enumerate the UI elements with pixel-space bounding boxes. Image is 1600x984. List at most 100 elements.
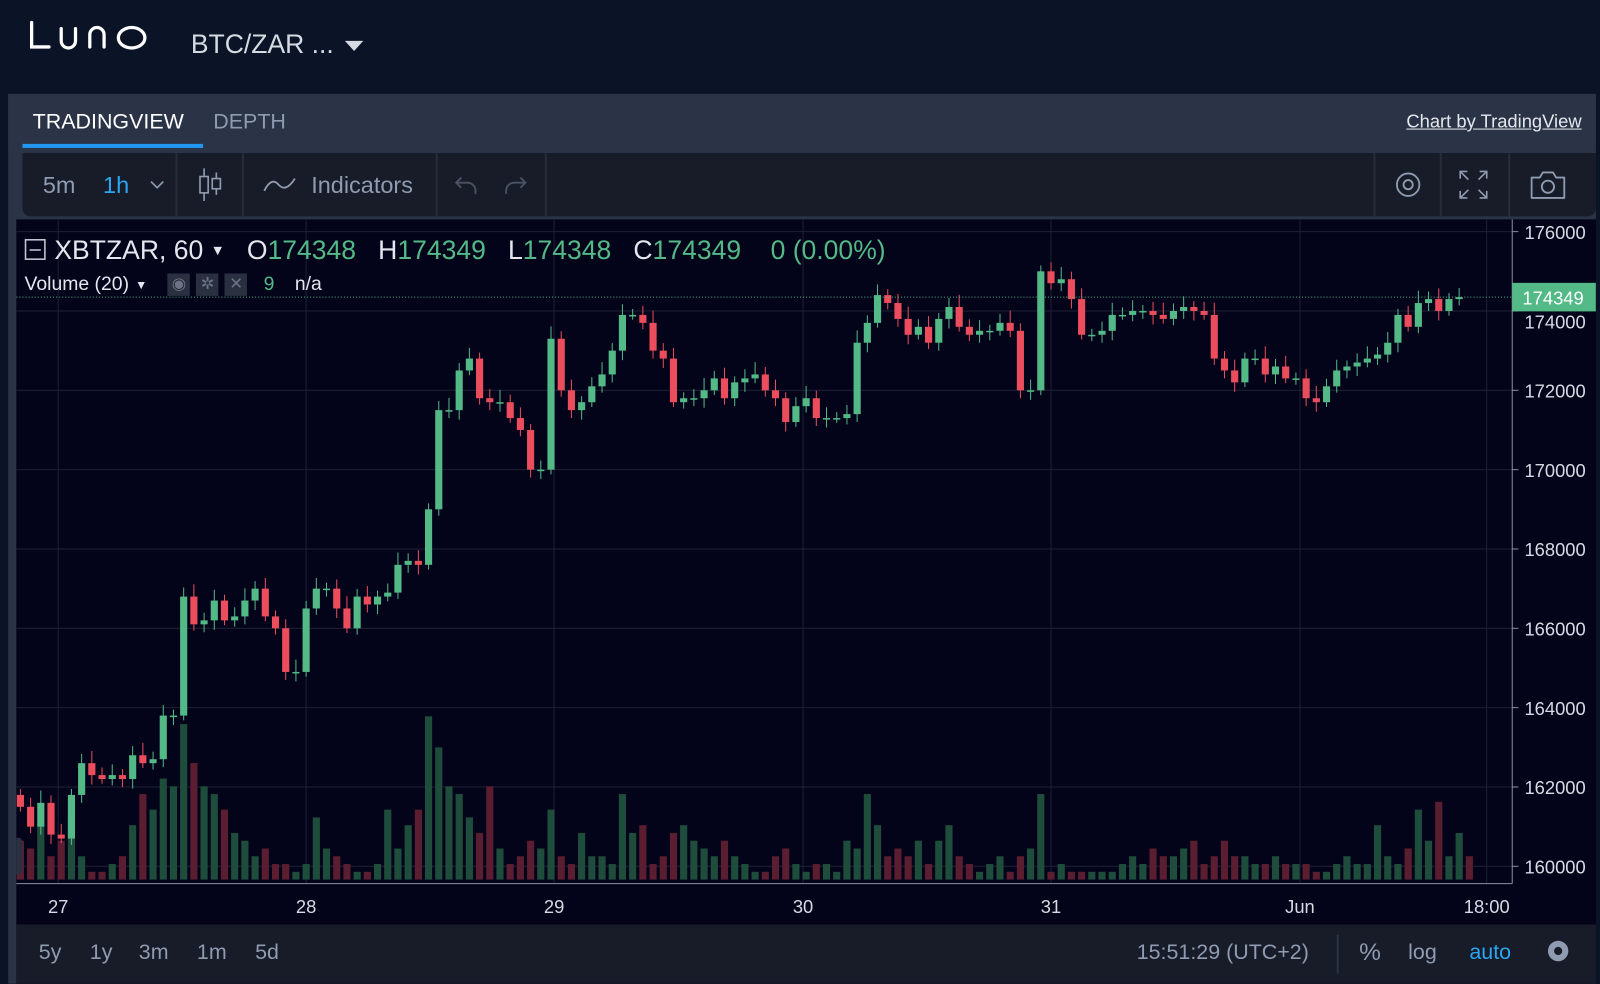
volume-bar	[118, 856, 127, 880]
time-tick-label: 28	[296, 896, 316, 917]
symbol-name[interactable]: XBTZAR, 60	[54, 234, 204, 266]
symbol-legend: XBTZAR, 60 ▼ O174348 H174349 L174348 C17…	[24, 234, 886, 267]
volume-bar	[1282, 864, 1290, 880]
camera-icon[interactable]	[1529, 153, 1568, 216]
range-5d[interactable]: 5d	[255, 940, 279, 965]
volume-bar	[169, 786, 178, 880]
candle-body	[476, 358, 484, 399]
chart-area[interactable]: 176000 174000 172000 170000 168000 166000 1640…	[16, 219, 1596, 984]
volume-label[interactable]: Volume (20)	[24, 273, 130, 295]
candle-body	[363, 596, 371, 605]
volume-bar	[986, 864, 994, 880]
price-tick-label: 164000	[1524, 698, 1585, 719]
volume-bar	[1353, 864, 1361, 880]
candle-body	[1067, 279, 1075, 300]
volume-bar	[731, 856, 739, 880]
luno-logo[interactable]	[29, 18, 151, 63]
volume-bar	[945, 825, 953, 880]
candle-body	[1180, 307, 1188, 311]
eye-icon[interactable]: ◉	[167, 273, 191, 296]
candle-body	[965, 326, 973, 335]
luno-logo-mark	[29, 20, 147, 50]
candlestick-icon[interactable]	[196, 153, 225, 216]
candle-body	[935, 318, 943, 343]
tab-depth[interactable]: DEPTH	[213, 110, 286, 134]
tab-tradingview[interactable]: TRADINGVIEW	[32, 110, 184, 134]
candle-body	[945, 307, 953, 319]
candle-body	[741, 378, 749, 383]
gear-icon[interactable]	[1545, 938, 1572, 971]
candle-body	[27, 806, 35, 827]
candle-body	[1159, 314, 1167, 319]
price-chart[interactable]: 176000 174000 172000 170000 168000 166000 1640…	[16, 219, 1596, 925]
candle-body	[1455, 297, 1463, 300]
candle-body	[445, 410, 453, 412]
volume-bar	[1445, 856, 1453, 880]
interval-5m[interactable]: 5m	[42, 170, 76, 198]
range-5y[interactable]: 5y	[38, 940, 62, 965]
range-1m[interactable]: 1m	[196, 940, 227, 965]
candle-body	[894, 303, 902, 319]
low-label: L	[507, 234, 523, 266]
volume-bar	[771, 856, 780, 880]
pair-selector[interactable]: BTC/ZAR ...	[190, 28, 334, 60]
high-label: H	[378, 234, 398, 266]
volume-bar	[47, 856, 55, 880]
candle-body	[1088, 334, 1096, 337]
close-icon[interactable]: ✕	[224, 273, 248, 296]
volume-bar	[547, 809, 555, 880]
chevron-down-icon[interactable]	[344, 40, 364, 52]
volume-bar	[363, 871, 371, 880]
fullscreen-icon[interactable]	[1458, 153, 1489, 216]
chart-by-tradingview-link[interactable]: Chart by TradingView	[1406, 111, 1582, 132]
candle-body	[669, 358, 678, 403]
candle-body	[312, 588, 320, 609]
gear-icon[interactable]: ✲	[196, 273, 219, 296]
undo-icon[interactable]	[453, 153, 480, 216]
candle-body	[1384, 342, 1392, 355]
toolbar-divider	[435, 153, 438, 217]
toolbar-divider	[1336, 934, 1339, 974]
toolbar-divider	[1508, 153, 1511, 217]
candle-body	[618, 314, 627, 351]
auto-toggle[interactable]: auto	[1469, 940, 1512, 965]
candle-body	[16, 794, 24, 807]
volume-bar	[1404, 848, 1412, 880]
chevron-down-icon[interactable]: ▼	[135, 277, 148, 292]
collapse-icon[interactable]	[24, 239, 46, 261]
scroll-handle[interactable]	[16, 837, 23, 875]
indicators-button[interactable]: Indicators	[262, 153, 413, 216]
volume-bar	[598, 856, 606, 880]
volume-bar	[1220, 840, 1229, 880]
gear-icon[interactable]	[1390, 153, 1427, 216]
candle-body	[384, 592, 392, 597]
chevron-down-icon[interactable]: ▼	[210, 241, 225, 259]
volume-bar	[1210, 856, 1218, 880]
volume-bar	[78, 856, 86, 880]
volume-bar	[1129, 856, 1137, 880]
clock-timezone[interactable]: 15:51:29 (UTC+2)	[1136, 940, 1309, 965]
interval-1h[interactable]: 1h	[103, 170, 130, 198]
candle-body	[1353, 362, 1361, 367]
range-1y[interactable]: 1y	[89, 940, 113, 965]
volume-bar	[1302, 864, 1310, 880]
close-value: 174349	[652, 234, 742, 266]
volume-bar	[1231, 856, 1239, 880]
log-toggle[interactable]: log	[1408, 940, 1437, 965]
volume-bar	[1190, 840, 1198, 880]
chevron-down-icon[interactable]	[149, 153, 165, 216]
candle-body	[1047, 271, 1055, 284]
candle-body	[914, 326, 922, 335]
volume-bar	[1455, 832, 1463, 880]
volume-bar	[496, 848, 504, 880]
candle-body	[394, 564, 402, 593]
range-3m[interactable]: 3m	[138, 940, 169, 965]
volume-bar	[231, 832, 239, 880]
percent-toggle[interactable]: %	[1359, 938, 1381, 967]
redo-icon[interactable]	[502, 153, 529, 216]
candle-body	[1057, 279, 1065, 284]
candle-body	[843, 414, 851, 419]
volume-bar	[1118, 864, 1127, 880]
volume-bar	[343, 864, 351, 880]
volume-bar	[618, 794, 627, 880]
